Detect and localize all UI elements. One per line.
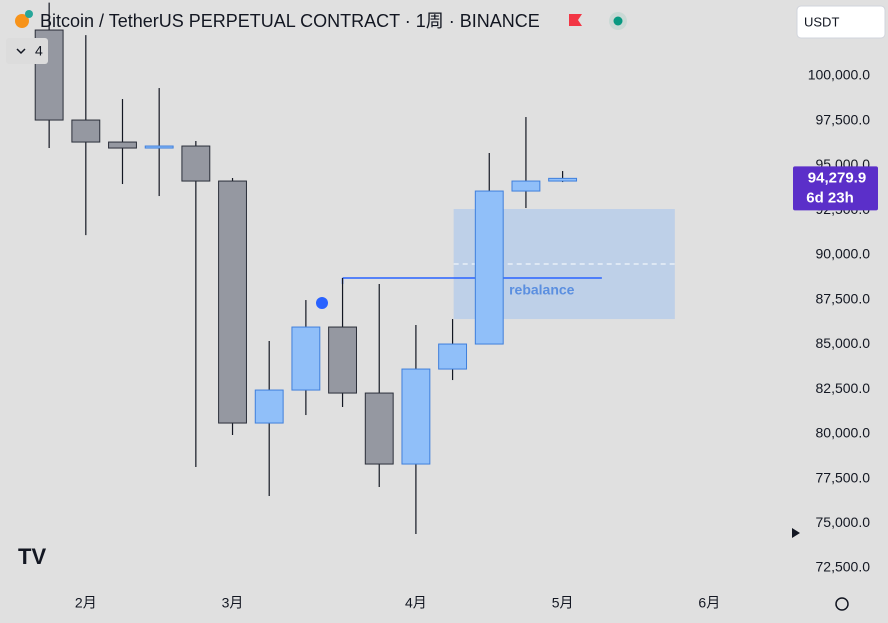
settings-icon[interactable] xyxy=(835,597,849,611)
plot: rebalance xyxy=(34,2,675,535)
x-tick-label: 6月 xyxy=(698,595,720,611)
currency-select[interactable] xyxy=(796,5,886,39)
y-tick-label: 97,500.0 xyxy=(816,111,871,127)
indicator-count: 4 xyxy=(35,43,43,59)
y-tick-label: 87,500.0 xyxy=(816,290,871,306)
overlay: 100,000.097,500.095,000.092,500.090,000.… xyxy=(75,67,878,611)
y-tick-label: 77,500.0 xyxy=(816,469,871,485)
title: Bitcoin / TetherUS PERPETUAL CONTRACT · … xyxy=(40,11,540,31)
last-price-label: 94,279.9 xyxy=(808,169,866,186)
scroll-arrow[interactable] xyxy=(792,528,800,538)
candle-body xyxy=(254,389,284,424)
candle-body xyxy=(511,180,541,192)
flag-icon[interactable] xyxy=(569,14,582,26)
candle-body xyxy=(364,392,394,465)
x-tick-label: 5月 xyxy=(552,595,574,611)
currency-label: USDT xyxy=(804,14,839,29)
y-tick-label: 80,000.0 xyxy=(816,425,871,441)
candle-body xyxy=(548,177,578,182)
x-tick-label: 4月 xyxy=(405,595,427,611)
y-tick-label: 90,000.0 xyxy=(816,246,871,262)
candle-body xyxy=(474,190,504,345)
y-tick-label: 100,000.0 xyxy=(808,67,870,83)
countdown-label: 6d 23h xyxy=(806,189,854,206)
candle-body xyxy=(71,119,101,143)
candle-body xyxy=(291,326,321,391)
coin-icon-badge xyxy=(25,10,33,18)
x-tick-label: 3月 xyxy=(222,595,244,611)
zone-label: rebalance xyxy=(509,282,575,298)
candle-body xyxy=(108,141,137,149)
coin-icon xyxy=(15,14,29,28)
y-tick-label: 75,000.0 xyxy=(816,514,871,530)
candle-body xyxy=(218,180,247,424)
status-dot xyxy=(613,16,623,26)
last-price-box xyxy=(793,166,878,211)
alert-icon xyxy=(316,297,328,309)
candle-body xyxy=(328,326,357,394)
y-tick-label: 72,500.0 xyxy=(816,559,871,575)
logo: TV xyxy=(18,544,46,569)
y-tick-label: 85,000.0 xyxy=(816,335,871,351)
chevron xyxy=(16,48,26,55)
candle-body xyxy=(181,145,211,182)
indicator-toggle[interactable] xyxy=(6,38,48,64)
y-tick-label: 82,500.0 xyxy=(816,380,871,396)
x-tick-label: 2月 xyxy=(75,595,97,611)
candle-body xyxy=(144,145,174,149)
candle-body xyxy=(438,343,468,370)
candle-body xyxy=(401,368,431,465)
